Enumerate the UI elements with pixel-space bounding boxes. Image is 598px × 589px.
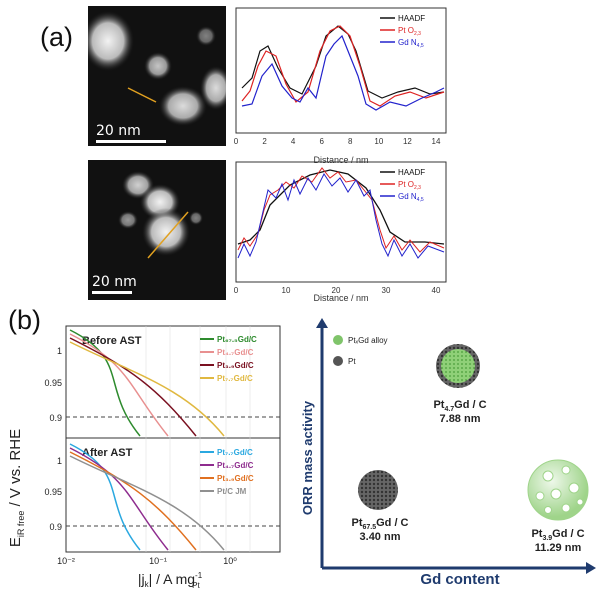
lp-tick: 0 xyxy=(234,137,239,146)
lp-top-legend-gd: Gd N4,5 xyxy=(398,38,424,49)
lp-tick: 30 xyxy=(382,286,391,295)
polarization-curve xyxy=(69,443,141,551)
y-tick-top-1: 1 xyxy=(57,346,62,356)
stem-scale-label-bottom: 20 nm xyxy=(92,274,137,290)
lp-tick: 14 xyxy=(432,137,441,146)
polarization-xlabel: |jk| / A mg-1 Pt xyxy=(138,571,203,589)
x-tick-0: 10⁻² xyxy=(57,556,75,566)
legend-label: Pt₆₇.₅Gd/C xyxy=(217,335,257,344)
panel-a-label: (a) xyxy=(40,22,73,52)
line-profile-top: 0 2 4 6 8 10 12 14 HAADF Pt O2,3 Gd N4,5 Distan… xyxy=(234,7,447,165)
line-profile-bottom: 0 10 20 30 40 HAADF Pt O2,3 Gd N4,5 Distance… xyxy=(234,161,447,303)
particle-2-size: 3.40 nm xyxy=(360,531,401,543)
lp-tick: 0 xyxy=(234,286,239,295)
lp-tick: 40 xyxy=(432,286,441,295)
lp-tick: 12 xyxy=(403,137,412,146)
lp-bot-legend-gd: Gd N4,5 xyxy=(398,192,424,203)
lp-tick: 10 xyxy=(374,137,383,146)
y-tick-bot-095: 0.95 xyxy=(44,487,62,497)
lp-bot-xlabel: Distance / nm xyxy=(313,293,368,303)
particle-pt675gd xyxy=(358,470,398,510)
stem-scale-label-top: 20 nm xyxy=(96,123,141,139)
alloy-legend-marker xyxy=(333,335,343,345)
y-tick-top-09: 0.9 xyxy=(49,413,62,423)
particle-1-label: Pt4.7Gd / C xyxy=(433,399,486,413)
legend-label: Pt/C JM xyxy=(217,487,247,496)
legend-label: Pt₄.₇Gd/C xyxy=(217,461,254,470)
lp-top-legend-pt: Pt O2,3 xyxy=(398,26,421,37)
polarization-curve xyxy=(69,451,197,551)
legend-label: Pt₄.₇Gd/C xyxy=(217,348,254,357)
y-tick-bot-09: 0.9 xyxy=(49,522,62,532)
schematic-ylabel: ORR mass activity xyxy=(300,400,315,515)
particle-3-size: 11.29 nm xyxy=(535,542,582,554)
before-ast-title: Before AST xyxy=(82,335,142,347)
stem-image-top: 20 nm xyxy=(88,6,226,146)
lp-top-legend-haadf: HAADF xyxy=(398,14,425,23)
x-tick-2: 10⁰ xyxy=(223,556,237,566)
particle-3-label: Pt3.9Gd / C xyxy=(531,528,584,542)
polarization-ylabel: EiR free / V vs. RHE xyxy=(7,429,26,547)
alloy-legend-label: PtₓGd alloy xyxy=(348,336,388,345)
polarization-curve xyxy=(69,337,197,437)
stem-image-bottom: 20 nm xyxy=(88,160,226,300)
lp-bot-legend-haadf: HAADF xyxy=(398,168,425,177)
lp-tick: 2 xyxy=(262,137,267,146)
polarization-curve xyxy=(69,329,141,437)
legend-label: Pt₇.₇Gd/C xyxy=(217,448,253,457)
legend-label: Pt₃.₉Gd/C xyxy=(217,474,254,483)
lp-tick: 20 xyxy=(332,286,341,295)
polarization-curve xyxy=(69,333,169,437)
lp-tick: 8 xyxy=(348,137,353,146)
y-tick-bot-1: 1 xyxy=(57,456,62,466)
panel-b-label: (b) xyxy=(8,305,41,335)
polarization-curve xyxy=(69,341,225,437)
lp-bot-legend-pt: Pt O2,3 xyxy=(398,180,421,191)
schematic-panel: ORR mass activity Gd content PtₓGd alloy… xyxy=(300,318,596,588)
lp-tick: 6 xyxy=(319,137,324,146)
schematic-xlabel: Gd content xyxy=(420,571,499,588)
particle-2-label: Pt67.5Gd / C xyxy=(351,517,408,531)
lp-top-xlabel: Distance / nm xyxy=(313,155,368,165)
pt-legend-marker xyxy=(333,356,343,366)
lp-tick: 4 xyxy=(291,137,296,146)
pt-legend-label: Pt xyxy=(348,357,356,366)
lp-tick: 10 xyxy=(282,286,291,295)
polarization-curve xyxy=(69,455,225,551)
x-tick-1: 10⁻¹ xyxy=(149,556,167,566)
y-tick-top-095: 0.95 xyxy=(44,378,62,388)
polarization-plot: EiR free / V vs. RHE 1 0.95 0.9 1 0.95 0… xyxy=(7,325,281,589)
polarization-curve xyxy=(69,447,169,551)
particle-1-size: 7.88 nm xyxy=(440,413,481,425)
legend-label: Pt₃.₉Gd/C xyxy=(217,361,254,370)
after-ast-title: After AST xyxy=(82,447,133,459)
legend-label: Pt₇.₇Gd/C xyxy=(217,374,253,383)
